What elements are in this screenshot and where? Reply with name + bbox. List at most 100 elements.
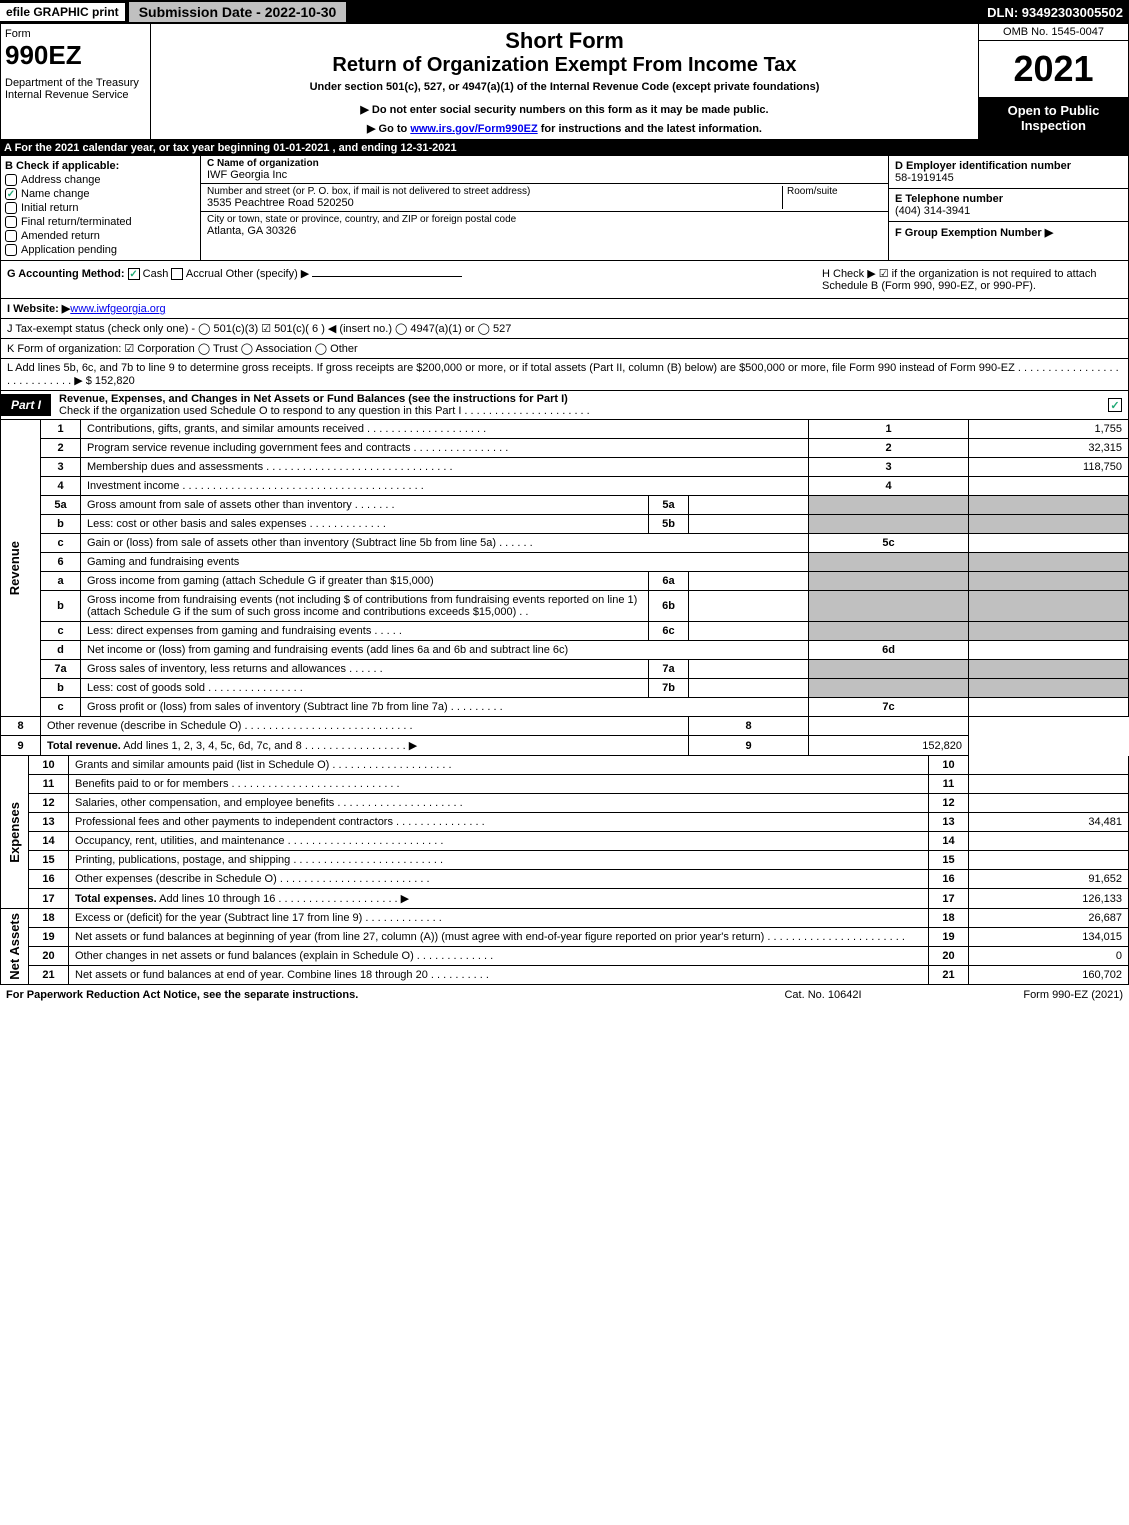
line-ref: 18 [929, 909, 969, 928]
line-row: 20Other changes in net assets or fund ba… [1, 947, 1129, 966]
sub-line-value [689, 496, 809, 515]
line-number: 1 [41, 420, 81, 439]
other-label: Other (specify) ▶ [226, 268, 310, 280]
phone-value: (404) 314-3941 [895, 205, 970, 217]
line-amount [969, 756, 1129, 775]
line-desc: Other revenue (describe in Schedule O) .… [41, 717, 689, 736]
cash-checkbox[interactable]: ✓ [128, 268, 140, 280]
accrual-checkbox[interactable] [171, 268, 183, 280]
irs-link[interactable]: www.irs.gov/Form990EZ [410, 123, 537, 135]
sub-line-number: 5a [649, 496, 689, 515]
checkbox[interactable]: ✓ [5, 188, 17, 200]
line-desc: Gross sales of inventory, less returns a… [81, 660, 649, 679]
line-row: 14Occupancy, rent, utilities, and mainte… [1, 832, 1129, 851]
expenses-table: Expenses 10Grants and similar amounts pa… [0, 756, 1129, 909]
row-k-form-org: K Form of organization: ☑ Corporation ◯ … [0, 339, 1129, 359]
line-desc: Less: cost or other basis and sales expe… [81, 515, 649, 534]
line-number: d [41, 641, 81, 660]
line-number: c [41, 622, 81, 641]
row-j-tax-status: J Tax-exempt status (check only one) - ◯… [0, 319, 1129, 339]
h-schedule-b: H Check ▶ ☑ if the organization is not r… [822, 267, 1122, 292]
line-desc: Occupancy, rent, utilities, and maintena… [69, 832, 929, 851]
checkbox[interactable] [5, 202, 17, 214]
line-amount [969, 553, 1129, 572]
line-number: 2 [41, 439, 81, 458]
line-row: 21Net assets or fund balances at end of … [1, 966, 1129, 985]
line-desc: Gross income from fundraising events (no… [81, 591, 649, 622]
line-desc: Membership dues and assessments . . . . … [81, 458, 809, 477]
checkbox-row: Address change [5, 174, 196, 186]
netassets-side-label: Net Assets [1, 909, 29, 985]
section-c-address: C Name of organization IWF Georgia Inc N… [201, 156, 888, 260]
checkbox[interactable] [5, 216, 17, 228]
line-amount [969, 477, 1129, 496]
line-amount [969, 660, 1129, 679]
line-number: 21 [29, 966, 69, 985]
checkbox[interactable] [5, 244, 17, 256]
main-title: Return of Organization Exempt From Incom… [159, 54, 970, 77]
line-amount: 126,133 [969, 889, 1129, 909]
line-amount: 26,687 [969, 909, 1129, 928]
line-row: 9Total revenue. Add lines 1, 2, 3, 4, 5c… [1, 736, 1129, 756]
header-right: OMB No. 1545-0047 2021 Open to Public In… [978, 24, 1128, 139]
line-number: 6 [41, 553, 81, 572]
expenses-side-label: Expenses [1, 756, 29, 909]
link-suffix: for instructions and the latest informat… [538, 123, 762, 135]
line-amount: 91,652 [969, 870, 1129, 889]
checkbox-row: Initial return [5, 202, 196, 214]
line-ref: 2 [809, 439, 969, 458]
f-label: F Group Exemption Number ▶ [895, 227, 1053, 239]
netassets-table: Net Assets 18Excess or (deficit) for the… [0, 909, 1129, 985]
line-row: 17Total expenses. Add lines 10 through 1… [1, 889, 1129, 909]
line-row: 16Other expenses (describe in Schedule O… [1, 870, 1129, 889]
line-row: 8Other revenue (describe in Schedule O) … [1, 717, 1129, 736]
line-amount: 152,820 [809, 736, 969, 756]
line-amount [969, 698, 1129, 717]
line-amount [969, 591, 1129, 622]
checkbox[interactable] [5, 230, 17, 242]
line-number: b [41, 591, 81, 622]
line-amount: 1,755 [969, 420, 1129, 439]
line-amount [969, 572, 1129, 591]
line-ref: 8 [689, 717, 809, 736]
checkbox-label: Name change [21, 188, 90, 200]
line-number: b [41, 679, 81, 698]
schedule-o-checkbox[interactable]: ✓ [1108, 398, 1122, 412]
checkbox[interactable] [5, 174, 17, 186]
line-row: 7aGross sales of inventory, less returns… [1, 660, 1129, 679]
line-row: 19Net assets or fund balances at beginni… [1, 928, 1129, 947]
line-row: 10Grants and similar amounts paid (list … [1, 756, 1129, 775]
sub-line-value [689, 572, 809, 591]
line-row: cGain or (loss) from sale of assets othe… [1, 534, 1129, 553]
line-desc: Net assets or fund balances at end of ye… [69, 966, 929, 985]
line-amount: 0 [969, 947, 1129, 966]
d-label: D Employer identification number [895, 160, 1071, 172]
line-number: 8 [1, 717, 41, 736]
line-row: 3Membership dues and assessments . . . .… [1, 458, 1129, 477]
line-ref: 17 [929, 889, 969, 909]
omb-number: OMB No. 1545-0047 [979, 24, 1128, 41]
checkbox-label: Application pending [21, 244, 117, 256]
row-l-gross-receipts: L Add lines 5b, 6c, and 7b to line 9 to … [0, 359, 1129, 391]
form-header: Form 990EZ Department of the Treasury In… [0, 24, 1129, 140]
line-amount [969, 534, 1129, 553]
line-desc: Less: direct expenses from gaming and fu… [81, 622, 649, 641]
sub-line-number: 7b [649, 679, 689, 698]
sub-line-number: 5b [649, 515, 689, 534]
checkbox-row: Application pending [5, 244, 196, 256]
line-desc: Gross income from gaming (attach Schedul… [81, 572, 649, 591]
line-row: 13Professional fees and other payments t… [1, 813, 1129, 832]
dept-label: Department of the Treasury Internal Reve… [5, 77, 146, 101]
checkbox-row: Amended return [5, 230, 196, 242]
line-row: bGross income from fundraising events (n… [1, 591, 1129, 622]
line-number: 9 [1, 736, 41, 756]
line-row: cGross profit or (loss) from sales of in… [1, 698, 1129, 717]
line-amount [969, 775, 1129, 794]
revenue-table: Revenue 1Contributions, gifts, grants, a… [0, 420, 1129, 756]
website-link[interactable]: www.iwfgeorgia.org [70, 303, 165, 315]
line-amount: 160,702 [969, 966, 1129, 985]
line-amount [969, 515, 1129, 534]
line-amount [969, 622, 1129, 641]
line-amount [969, 794, 1129, 813]
other-input[interactable] [312, 276, 462, 277]
